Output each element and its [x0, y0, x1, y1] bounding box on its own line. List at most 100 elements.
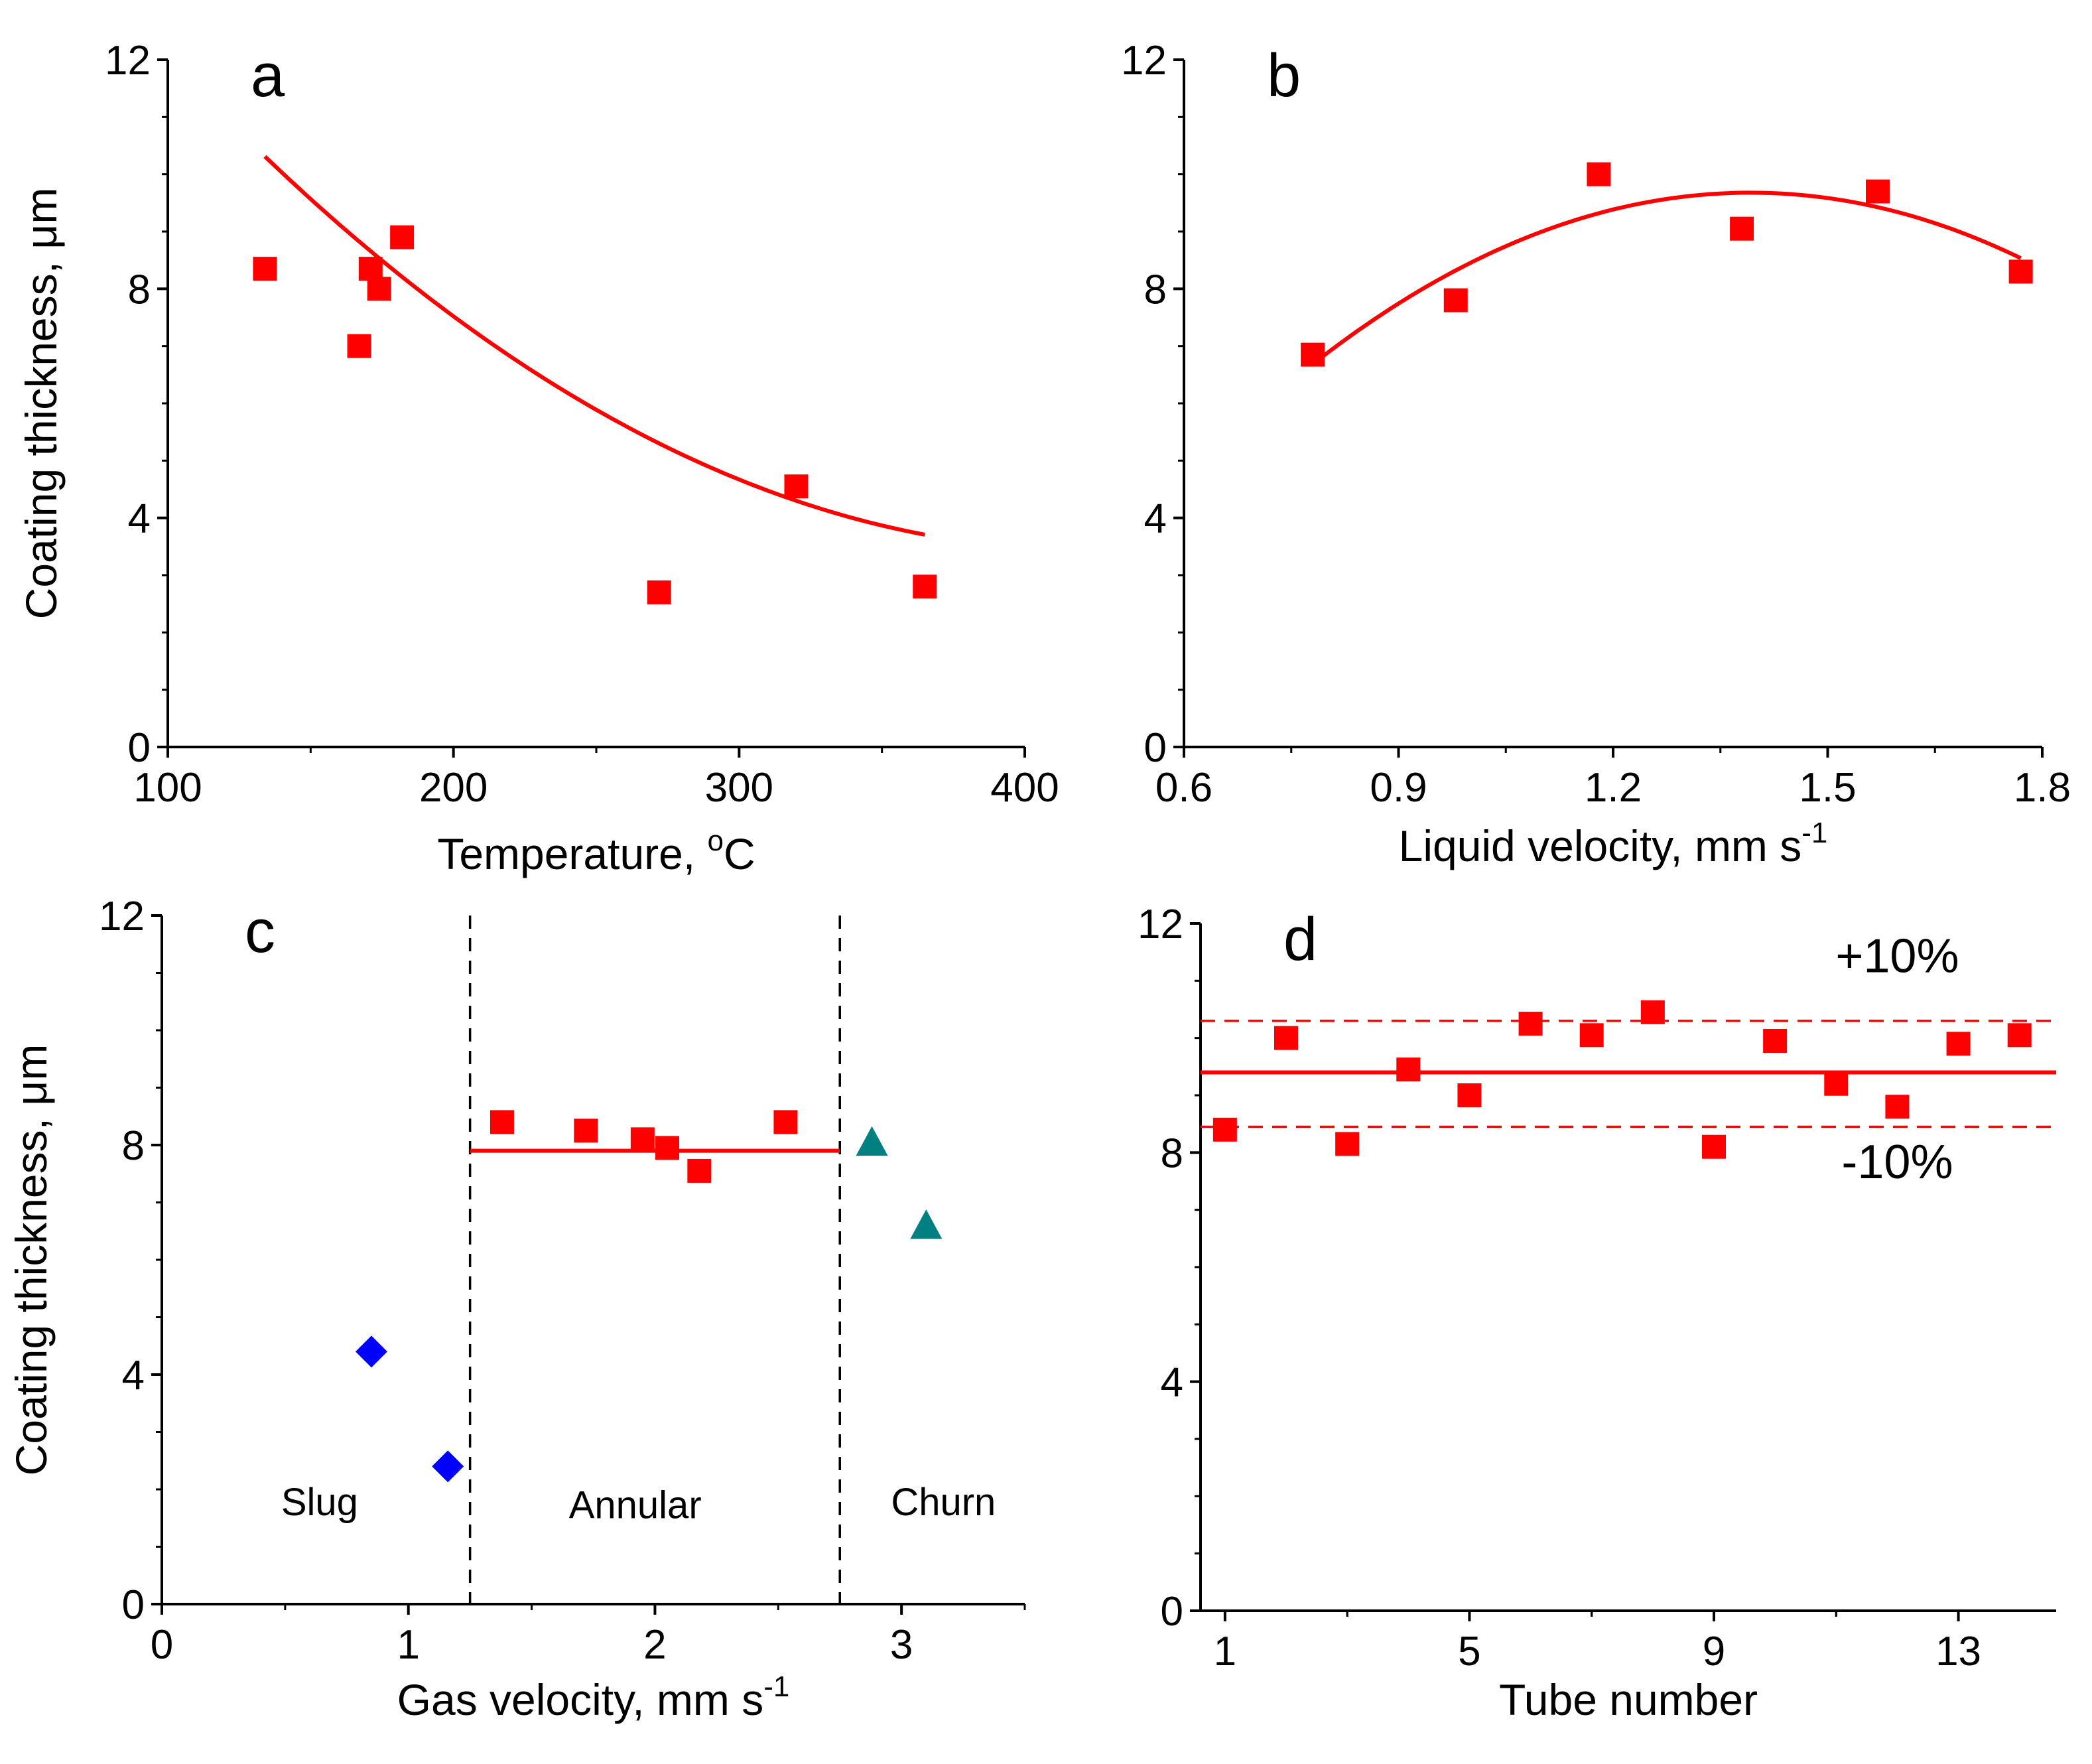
x-axis-title: Tube number: [1499, 1675, 1758, 1724]
data-point: [1443, 288, 1468, 312]
data-point: [358, 257, 383, 281]
y-tick-label: 8: [128, 267, 151, 312]
x-tick-label: 0.6: [1155, 765, 1212, 811]
panel-a: 0 4 8 12 100 200 300 400 a Temperature, oC Coating…: [17, 38, 1059, 878]
fit-curve: [263, 155, 925, 537]
x-axis-title-superscript: -1: [1801, 817, 1827, 849]
x-axis-title-text: Tube number: [1499, 1675, 1758, 1724]
x-axis-title-superscript: -1: [763, 1670, 789, 1703]
x-axis-title-superscript: o: [708, 825, 724, 857]
x-tick-label: 1.8: [2014, 765, 2071, 811]
y-tick-label: 12: [99, 894, 145, 939]
x-axis-title-unit: C: [724, 829, 755, 878]
y-tick-label: 4: [1144, 496, 1167, 542]
x-tick-label: 13: [1935, 1629, 1981, 1674]
x-axis-title-text: Gas velocity, mm s: [397, 1675, 764, 1724]
x-tick-label: 9: [1703, 1629, 1725, 1674]
data-point: [432, 1450, 464, 1483]
data-point: [1763, 1028, 1788, 1053]
y-tick-label: 8: [1144, 267, 1167, 312]
data-point: [355, 1335, 387, 1368]
panel-letter: d: [1283, 906, 1317, 973]
data-point: [2008, 259, 2033, 284]
panel-letter: a: [251, 42, 285, 109]
data-point: [1885, 1095, 1910, 1119]
y-tick-label: 8: [122, 1123, 145, 1169]
data-point: [1274, 1026, 1298, 1050]
data-point: [1730, 216, 1754, 241]
regime-label: Slug: [281, 1481, 358, 1524]
y-axis-title: Coating thickness, μm: [17, 188, 66, 620]
x-axis-title: Gas velocity, mm s-1: [397, 1670, 790, 1724]
panel-letter: c: [245, 898, 275, 965]
data-point: [1212, 1117, 1237, 1142]
data-point: [784, 474, 809, 499]
x-axis-title: Liquid velocity, mm s-1: [1399, 817, 1828, 870]
data-point: [773, 1110, 798, 1134]
y-tick-label: 0: [122, 1582, 145, 1628]
x-tick-label: 1: [397, 1622, 419, 1668]
data-point: [1579, 1023, 1604, 1048]
panel-b: 0 4 8 12 0.6 0.9 1.2 1.5 1.8 b Liquid velocity, mm…: [1121, 38, 2071, 870]
data-point: [647, 580, 671, 604]
data-point: [253, 257, 277, 281]
x-axis-title-text: Temperature,: [437, 829, 707, 878]
regime-label: Annular: [569, 1483, 702, 1527]
y-tick-label: 4: [122, 1353, 145, 1398]
x-tick-label: 0.9: [1370, 765, 1427, 811]
tolerance-band-label: -10%: [1841, 1136, 1953, 1189]
x-tick-label: 0: [151, 1622, 173, 1668]
y-tick-label: 0: [1144, 725, 1167, 771]
data-point: [574, 1119, 598, 1143]
data-point: [1865, 179, 1890, 204]
data-point: [1587, 162, 1611, 186]
y-tick-label: 4: [1161, 1360, 1183, 1406]
data-point: [913, 575, 937, 599]
data-point: [630, 1127, 655, 1152]
x-tick-label: 3: [890, 1622, 913, 1668]
data-point: [1457, 1083, 1482, 1107]
data-point: [2007, 1023, 2032, 1048]
data-point: [1518, 1012, 1543, 1036]
y-tick-label: 12: [105, 38, 151, 84]
x-tick-label: 2: [643, 1622, 666, 1668]
data-point: [1946, 1032, 1971, 1056]
data-point: [367, 277, 391, 301]
data-point: [1640, 1000, 1665, 1024]
x-tick-label: 100: [133, 765, 202, 811]
y-tick-label: 8: [1161, 1130, 1183, 1176]
x-tick-label: 200: [419, 765, 488, 811]
y-tick-label: 0: [128, 725, 151, 771]
tolerance-band-label: +10%: [1835, 929, 1959, 983]
y-tick-label: 4: [128, 496, 151, 542]
fit-curve: [1311, 190, 2022, 366]
data-point: [390, 225, 415, 249]
data-point: [910, 1209, 943, 1239]
data-point: [1824, 1071, 1849, 1096]
data-point: [687, 1158, 712, 1183]
data-point: [490, 1110, 514, 1134]
data-point: [1702, 1134, 1726, 1159]
data-point: [1335, 1132, 1360, 1156]
x-tick-label: 300: [705, 765, 773, 811]
y-tick-label: 12: [1138, 902, 1183, 947]
data-point: [655, 1136, 680, 1160]
data-point: [856, 1126, 888, 1156]
x-axis-title-text: Liquid velocity, mm s: [1399, 821, 1802, 870]
regime-label: Churn: [891, 1481, 996, 1524]
x-tick-label: 1.5: [1799, 765, 1856, 811]
panel-d: 0 4 8 12 1 5 9 13 d Tube number +10% -10%: [1138, 902, 2056, 1724]
panel-letter: b: [1267, 42, 1301, 109]
y-tick-label: 0: [1161, 1589, 1183, 1635]
y-axis-title: Coating thickness, μm: [7, 1044, 56, 1476]
x-tick-label: 1.2: [1585, 765, 1642, 811]
data-point: [1396, 1057, 1421, 1082]
x-tick-label: 1: [1214, 1629, 1236, 1674]
y-tick-label: 12: [1121, 38, 1167, 84]
x-axis-title: Temperature, oC: [437, 825, 755, 878]
x-tick-label: 400: [990, 765, 1059, 811]
data-point: [1301, 342, 1325, 367]
x-tick-label: 5: [1458, 1629, 1480, 1674]
